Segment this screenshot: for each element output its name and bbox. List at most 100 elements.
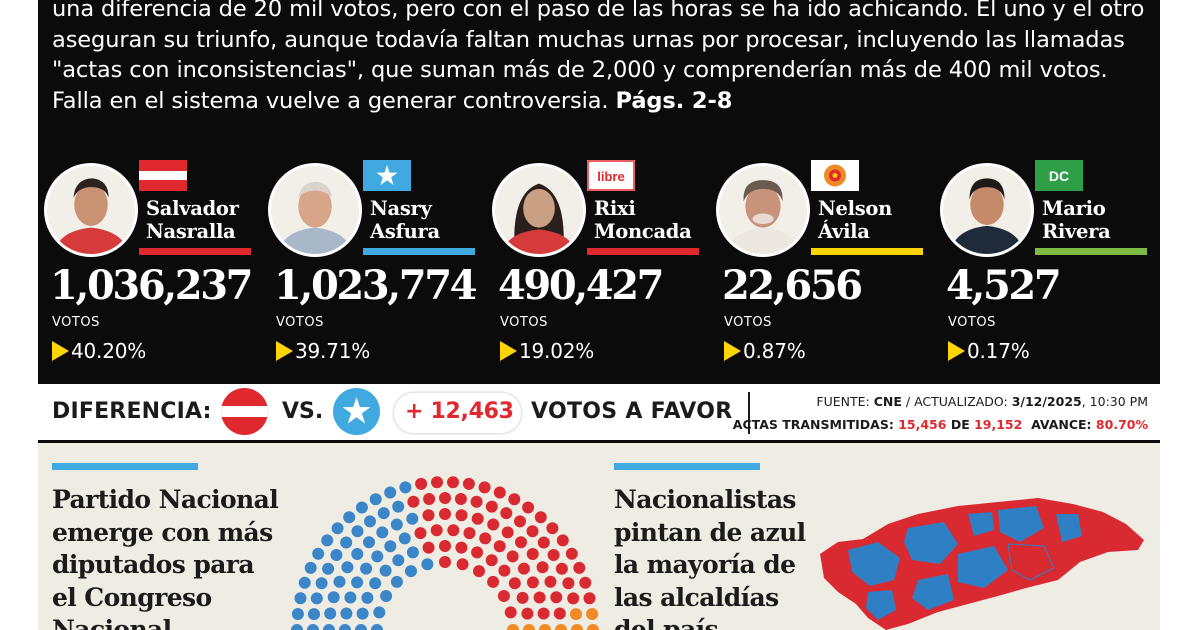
seat-dot — [360, 562, 373, 575]
seat-dot — [333, 575, 346, 588]
party-color-bar — [139, 248, 251, 255]
seat-dot — [321, 534, 334, 547]
seat-dot — [390, 518, 403, 531]
party-color-bar — [363, 248, 475, 255]
seat-dot — [539, 624, 551, 630]
seat-dot — [430, 524, 443, 537]
candidate-photo — [492, 163, 586, 257]
vote-percent: 39.71% — [295, 339, 371, 363]
seat-dot — [565, 547, 578, 560]
story-headline-congress[interactable]: Partido Nacional emerge con más diputado… — [52, 485, 279, 630]
seat-dot — [471, 546, 484, 559]
seat-dot — [310, 592, 323, 605]
libre-logo-text: libre — [597, 169, 624, 184]
votes-label: VOTOS — [724, 315, 772, 330]
vote-count: 490,427 — [498, 262, 665, 309]
seat-dot — [355, 501, 368, 514]
margin-pill — [393, 392, 522, 434]
seat-dot — [478, 481, 491, 494]
seat-dot — [312, 547, 325, 560]
candidate-name: Nasry Asfura — [370, 197, 440, 243]
liberal-party-flag-icon — [139, 160, 187, 191]
candidate-card-moncada: libre Rixi Moncada 490,427 VOTOS 19.02% — [486, 160, 706, 370]
candidate-name: Salvador Nasralla — [146, 197, 239, 243]
seat-dot — [526, 576, 539, 589]
seat-dot — [583, 592, 596, 605]
seat-dot — [384, 486, 397, 499]
seat-dot — [536, 561, 549, 574]
triangle-arrow-icon — [724, 341, 741, 361]
seat-dot — [516, 591, 529, 604]
seat-dot — [308, 608, 320, 621]
seat-dot — [371, 624, 383, 630]
vote-count: 4,527 — [946, 262, 1062, 309]
lead-text: una diferencia de 20 mil votos, pero con… — [52, 0, 1145, 114]
seat-dot — [462, 477, 475, 490]
party-color-bar — [1035, 248, 1147, 255]
seat-dot — [399, 481, 412, 494]
seat-dot — [447, 476, 459, 489]
libre-party-logo-icon: libre — [587, 160, 635, 191]
seat-dot — [507, 624, 519, 630]
seat-dot — [493, 486, 506, 499]
seat-dot — [447, 524, 460, 537]
seat-dot — [501, 526, 514, 539]
versus-label: VS. — [282, 399, 324, 424]
seat-dot — [508, 577, 521, 590]
nacional-flag-circle-icon — [333, 388, 380, 435]
vote-percent: 40.20% — [71, 339, 147, 363]
votes-label: VOTOS — [948, 315, 996, 330]
triangle-arrow-icon — [948, 341, 965, 361]
seat-dot — [339, 624, 351, 630]
seat-dot — [439, 492, 451, 504]
candidate-name: Mario Rivera — [1042, 197, 1111, 243]
seat-dot — [555, 624, 567, 630]
seat-dot — [586, 608, 599, 620]
vote-count: 22,656 — [722, 262, 863, 309]
seat-dot — [570, 608, 582, 621]
seat-dot — [521, 607, 534, 620]
seat-dot — [544, 575, 557, 588]
seat-dot — [324, 607, 337, 620]
seat-dot — [508, 493, 521, 506]
dc-party-logo-icon: DC — [1035, 160, 1083, 191]
votes-label: VOTOS — [276, 315, 324, 330]
seat-dot — [523, 624, 535, 630]
seat-dot — [406, 512, 419, 525]
vote-margin: + 12,463 — [405, 399, 514, 424]
seat-dot — [341, 561, 354, 574]
seat-dot — [291, 624, 303, 630]
seat-dot — [537, 536, 550, 549]
seat-dot — [304, 561, 317, 574]
seat-dot — [351, 525, 364, 538]
dc-logo-text: DC — [1049, 168, 1069, 184]
seat-dot — [322, 562, 335, 575]
seat-dot — [454, 493, 467, 505]
seat-dot — [344, 591, 357, 604]
seat-dot — [547, 549, 560, 561]
story-accent-bar — [614, 463, 760, 470]
story-headline-mayors[interactable]: Nacionalistas pintan de azul la mayoría … — [614, 485, 806, 630]
seat-dot — [506, 550, 519, 563]
seat-dot — [351, 576, 364, 589]
seat-dot — [340, 536, 353, 549]
seat-dot — [331, 522, 344, 535]
vote-percent: 0.17% — [967, 339, 1030, 363]
votes-in-favor-label: VOTOS A FAVOR — [531, 399, 733, 424]
seat-dot — [498, 564, 511, 577]
seat-dot — [526, 548, 539, 560]
vote-count: 1,023,774 — [274, 262, 477, 309]
seat-dot — [439, 556, 451, 568]
seat-dot — [555, 562, 568, 575]
seat-dot — [414, 527, 427, 540]
seat-dot — [315, 577, 328, 590]
pages-reference: Págs. 2-8 — [615, 87, 733, 114]
seat-dot — [567, 592, 580, 605]
seat-dot — [384, 540, 397, 553]
seat-dot — [537, 607, 550, 620]
seat-dot — [298, 576, 311, 589]
seat-dot — [455, 509, 468, 522]
candidate-card-nasralla: Salvador Nasralla 1,036,237 VOTOS 40.20% — [38, 160, 258, 370]
seat-dot — [369, 577, 382, 590]
seat-dot — [421, 558, 434, 571]
